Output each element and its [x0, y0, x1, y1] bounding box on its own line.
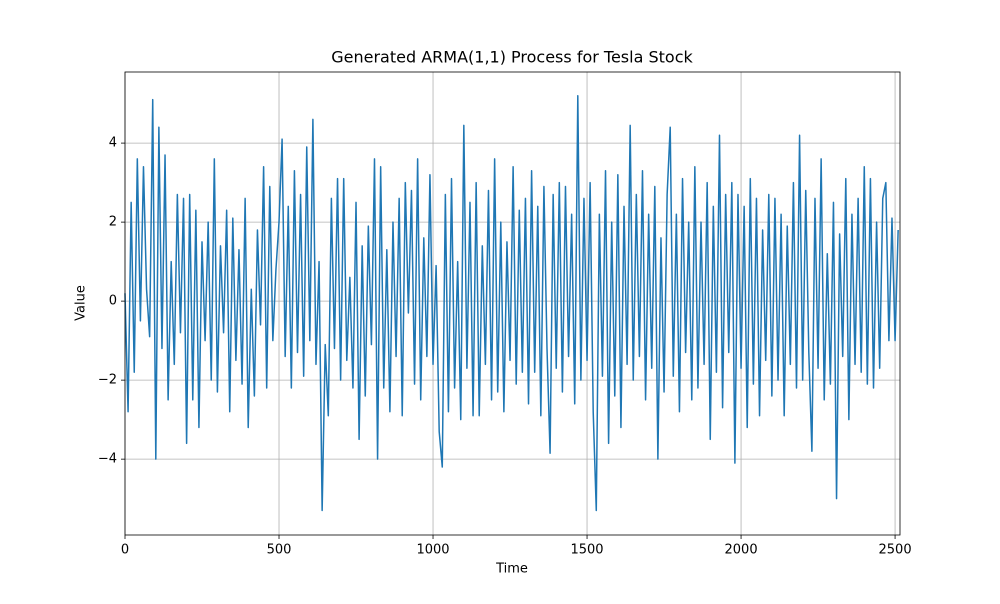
x-tick-label: 0 — [121, 543, 129, 558]
y-tick-label: 0 — [109, 294, 117, 309]
x-tick-label: 1500 — [570, 543, 603, 558]
x-axis-label: Time — [495, 562, 528, 577]
x-tick-label: 500 — [267, 543, 292, 558]
x-tick-label: 2000 — [725, 543, 758, 558]
x-tick-label: 2500 — [879, 543, 912, 558]
plot-frame — [124, 71, 901, 536]
x-tick-label: 1000 — [416, 543, 449, 558]
chart-title: Generated ARMA(1,1) Process for Tesla St… — [331, 48, 693, 67]
y-tick-label: −4 — [98, 452, 117, 467]
y-tick-label: 2 — [109, 215, 117, 230]
y-tick-label: −2 — [98, 373, 117, 388]
data-line — [124, 94, 899, 512]
y-axis-label: Value — [74, 285, 89, 321]
y-tick-label: 4 — [109, 136, 117, 151]
